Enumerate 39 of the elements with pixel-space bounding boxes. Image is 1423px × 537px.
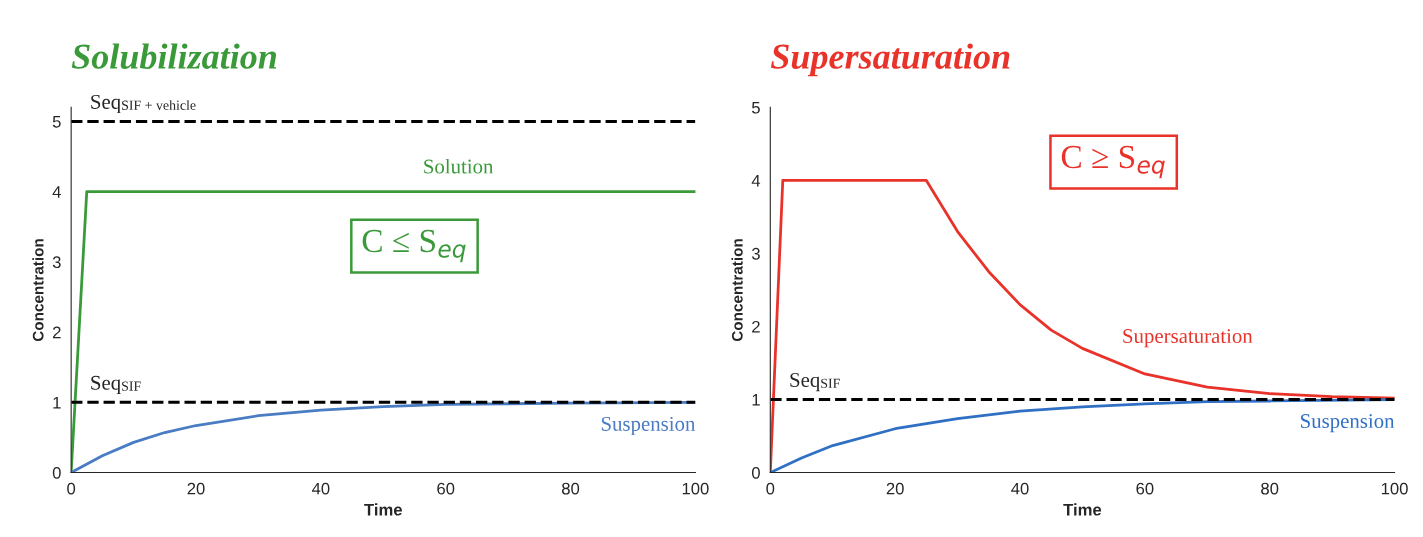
y-axis-title: Concentration	[731, 239, 743, 342]
series-label: Solution	[424, 158, 494, 174]
x-tick-label: 0	[67, 482, 76, 495]
y-tick-label: 1	[53, 396, 61, 409]
y-tick-label: 3	[52, 256, 61, 269]
chart-title: Supersaturation	[770, 43, 1010, 77]
x-tick-label: 60	[437, 482, 455, 495]
x-axis-title: Time	[364, 503, 403, 516]
x-tick-label: 20	[886, 482, 904, 495]
annotation: C ≤ S$_{eq}$	[362, 229, 466, 263]
x-axis-title: Time	[1063, 503, 1102, 516]
annotation: C ≥ S$_{eq}$	[1061, 145, 1165, 179]
ref-line-label: SeqSIF	[91, 375, 141, 394]
x-tick-label: 80	[1261, 482, 1279, 495]
y-tick-label: 3	[751, 247, 760, 260]
x-tick-label: 20	[187, 482, 205, 495]
y-tick-label: 0	[751, 466, 760, 479]
y-axis-title: Concentration	[32, 239, 44, 342]
x-tick-label: 40	[311, 482, 330, 495]
y-tick-label: 5	[751, 101, 760, 114]
x-tick-label: 100	[1381, 482, 1408, 495]
y-tick-label: 4	[52, 186, 61, 198]
x-tick-label: 80	[562, 482, 580, 495]
y-tick-label: 5	[52, 116, 61, 128]
x-tick-label: 100	[682, 482, 709, 495]
chart-title: Solubilization	[71, 43, 277, 69]
x-tick-label: 60	[1136, 482, 1154, 495]
y-tick-label: 2	[752, 320, 760, 333]
ref-line-label: SeqSIF + vehicle	[91, 94, 196, 114]
x-tick-label: 0	[766, 482, 775, 495]
series-label: Supersaturation	[1123, 329, 1253, 348]
series-label: Suspension	[1301, 414, 1395, 433]
y-tick-label: 4	[751, 175, 761, 187]
ref-line-label: SeqSIF	[790, 372, 840, 392]
y-tick-label: 0	[52, 466, 61, 479]
series-label: Suspension	[601, 416, 696, 436]
x-tick-label: 40	[1011, 482, 1029, 495]
y-tick-label: 1	[752, 394, 760, 406]
y-tick-label: 2	[53, 326, 61, 339]
